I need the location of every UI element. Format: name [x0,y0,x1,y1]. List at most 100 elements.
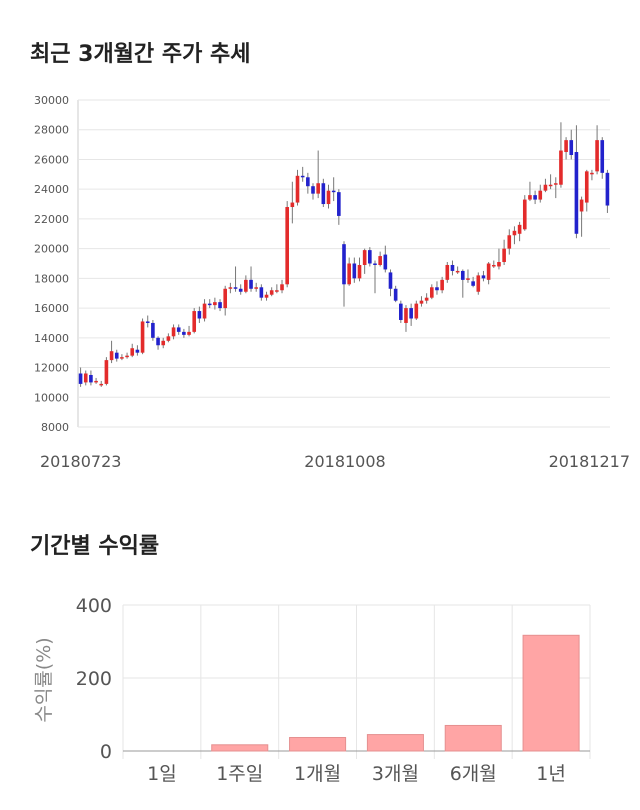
candle [99,380,104,387]
candle [600,137,605,179]
candle [559,122,563,188]
y-axis-label: 수익률(%) [33,637,55,722]
candle-body-up [512,230,517,236]
candle-body-down [342,244,346,285]
candle-body-down [393,288,398,301]
candle [595,125,599,175]
candle [574,125,579,239]
candle-body-up [548,184,553,187]
candle [269,287,274,297]
candle-body-up [228,287,233,289]
candle-body-down [218,302,222,309]
candle-body-up [125,355,129,358]
candle-body-up [584,171,589,203]
candle-body-up [295,175,300,203]
candle-body-up [264,294,269,298]
candle-body-up [171,327,176,337]
bar [366,734,424,752]
candle-body-down [605,172,610,206]
candle-body-up [419,300,424,304]
candle [311,183,315,200]
candle [543,178,548,193]
candle [264,291,269,301]
candle-body-up [553,183,558,185]
candle [368,247,372,267]
candle [202,299,207,322]
candle-body-up [378,256,382,265]
y-tick-label: 26000 [34,153,69,166]
candle [145,315,150,328]
period-returns-title: 기간별 수익률 [30,534,160,559]
y-tick-labels: 30000 28000 26000 24000 22000 20000 18000 16000… [34,94,69,434]
candle [306,172,310,194]
candle-body-up [202,303,207,319]
x-tick-label: 3개월 [372,763,419,785]
candle [135,345,140,356]
candle-body-up [517,224,522,234]
candle [373,260,377,294]
bar [444,724,502,752]
candle [151,319,155,341]
candle [156,336,160,350]
candle-body-up [280,284,284,291]
y-tick-label: 28000 [34,124,69,137]
candle [218,299,222,312]
price-trend-title: 최근 3개월간 주가 추세 [30,42,251,67]
candle-body-up [130,348,135,356]
candle [275,284,279,294]
candle [331,177,336,202]
candle-body-up [528,195,532,200]
candle [460,269,465,298]
candle [409,303,413,326]
candle-body-down [471,281,475,286]
y-tick-label: 400 [76,595,112,617]
x-tick-labels: 20180723 20181008 20181217 [40,452,630,471]
candles [78,122,610,387]
candle [502,239,506,265]
candle [337,189,341,225]
candle [249,266,253,292]
candle-body-down [78,373,83,384]
candle-body-up [187,331,191,335]
candle [120,354,124,361]
candle [419,296,424,307]
returns-bar-chart: 400 200 0 1일 1주일 1개월 3개월 6개월 1년 수익률(%) [33,595,591,785]
y-tick-label: 20000 [34,243,69,256]
candle-body-down [89,374,93,383]
candle [176,324,181,335]
candle-body-up [99,383,104,386]
candle [285,201,289,288]
candle-body-up [414,303,419,319]
candle [383,245,388,273]
y-tick-label: 14000 [34,332,69,345]
x-tick-label: 20180723 [40,452,121,471]
y-tick-label: 0 [100,741,112,763]
x-tick-label: 1일 [147,763,177,785]
x-tick-label: 20181008 [304,452,385,471]
candle-body-up [538,190,543,200]
candle [476,272,481,295]
candle-body-down [321,183,326,205]
x-tick-label: 20181217 [549,452,630,471]
x-tick-label: 6개월 [450,763,497,785]
candle [342,241,346,307]
y-tick-label: 10000 [34,391,69,404]
candle-body-up [357,264,362,279]
candle [104,357,109,386]
candle-body-down [233,287,238,289]
candle-body-down [337,192,341,216]
candle [491,260,496,268]
candle [424,293,429,304]
bar [211,744,269,752]
candle-body-up [166,336,171,341]
candle [605,169,610,213]
x-tick-label: 1년 [536,763,566,785]
candle [404,305,408,332]
bars [211,634,580,752]
candle-body-down [311,186,315,194]
candle-body-up [497,262,501,267]
candle-body-down [135,349,140,353]
candle-body-down [114,352,119,359]
candle [362,248,367,274]
candle-body-up [424,297,429,301]
